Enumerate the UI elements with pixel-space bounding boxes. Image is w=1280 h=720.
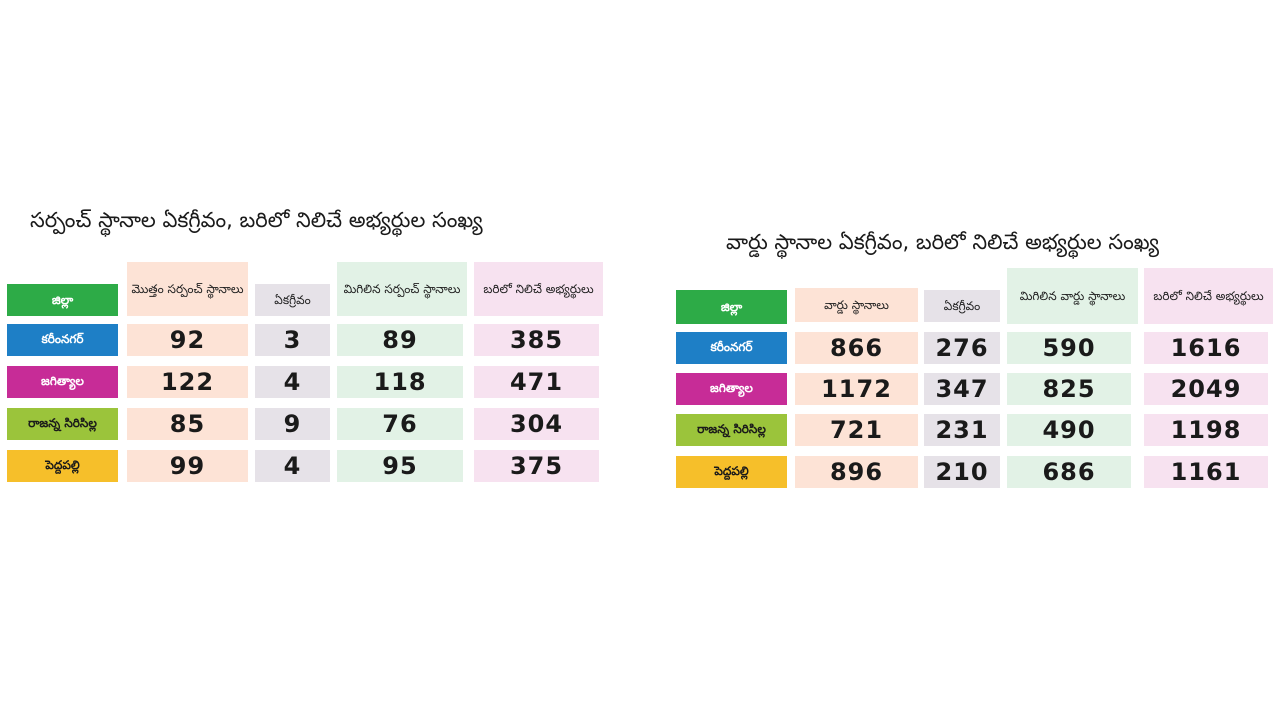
- district-cell: కరీంనగర్: [7, 324, 118, 356]
- remaining-seats-cell: 76: [337, 408, 463, 440]
- candidates-cell: 1161: [1144, 456, 1268, 488]
- total-seats-cell: 122: [127, 366, 248, 398]
- sarpanch-title: సర్పంచ్ స్థానాల ఏకగ్రీవం, బరిలో నిలిచే అ…: [30, 208, 483, 232]
- unanimous-cell: 9: [255, 408, 330, 440]
- district-cell: పెద్దపల్లి: [7, 450, 118, 482]
- total-seats-cell: 896: [795, 456, 918, 488]
- header-unanimous: ఏకగ్రీవం: [924, 290, 1000, 322]
- remaining-seats-cell: 89: [337, 324, 463, 356]
- candidates-cell: 1198: [1144, 414, 1268, 446]
- district-cell: జగిత్యాల: [7, 366, 118, 398]
- district-cell: కరీంనగర్: [676, 332, 787, 364]
- total-seats-cell: 92: [127, 324, 248, 356]
- district-cell: జగిత్యాల: [676, 373, 787, 405]
- remaining-seats-cell: 95: [337, 450, 463, 482]
- total-seats-cell: 866: [795, 332, 918, 364]
- remaining-seats-cell: 686: [1007, 456, 1131, 488]
- remaining-seats-cell: 118: [337, 366, 463, 398]
- district-cell: రాజన్న సిరిసిల్ల: [676, 414, 787, 446]
- header-unanimous: ఏకగ్రీవం: [255, 284, 330, 316]
- total-seats-cell: 1172: [795, 373, 918, 405]
- candidates-cell: 385: [474, 324, 599, 356]
- header-total-seats: మొత్తం సర్పంచ్ స్థానాలు: [127, 262, 248, 316]
- header-total-seats: వార్డు స్థానాలు: [795, 288, 918, 322]
- candidates-cell: 304: [474, 408, 599, 440]
- unanimous-cell: 4: [255, 366, 330, 398]
- candidates-cell: 1616: [1144, 332, 1268, 364]
- remaining-seats-cell: 490: [1007, 414, 1131, 446]
- header-remaining-seats: మిగిలిన సర్పంచ్ స్థానాలు: [337, 262, 467, 316]
- unanimous-cell: 3: [255, 324, 330, 356]
- total-seats-cell: 721: [795, 414, 918, 446]
- header-candidates: బరిలో నిలిచే అభ్యర్థులు: [474, 262, 603, 316]
- candidates-cell: 471: [474, 366, 599, 398]
- unanimous-cell: 4: [255, 450, 330, 482]
- sarpanch-table: సర్పంచ్ స్థానాల ఏకగ్రీవం, బరిలో నిలిచే అ…: [7, 208, 603, 482]
- unanimous-cell: 276: [924, 332, 1000, 364]
- header-district: జిల్లా: [676, 290, 787, 324]
- total-seats-cell: 99: [127, 450, 248, 482]
- header-remaining-seats: మిగిలిన వార్డు స్థానాలు: [1007, 268, 1138, 324]
- ward-title: వార్డు స్థానాల ఏకగ్రీవం, బరిలో నిలిచే అభ…: [726, 230, 1159, 254]
- total-seats-cell: 85: [127, 408, 248, 440]
- candidates-cell: 375: [474, 450, 599, 482]
- remaining-seats-cell: 590: [1007, 332, 1131, 364]
- header-candidates: బరిలో నిలిచే అభ్యర్థులు: [1144, 268, 1273, 324]
- candidates-cell: 2049: [1144, 373, 1268, 405]
- header-district: జిల్లా: [7, 284, 118, 316]
- remaining-seats-cell: 825: [1007, 373, 1131, 405]
- district-cell: రాజన్న సిరిసిల్ల: [7, 408, 118, 440]
- unanimous-cell: 347: [924, 373, 1000, 405]
- unanimous-cell: 231: [924, 414, 1000, 446]
- ward-table: వార్డు స్థానాల ఏకగ్రీవం, బరిలో నిలిచే అభ…: [640, 0, 1280, 720]
- district-cell: పెద్దపల్లి: [676, 456, 787, 488]
- unanimous-cell: 210: [924, 456, 1000, 488]
